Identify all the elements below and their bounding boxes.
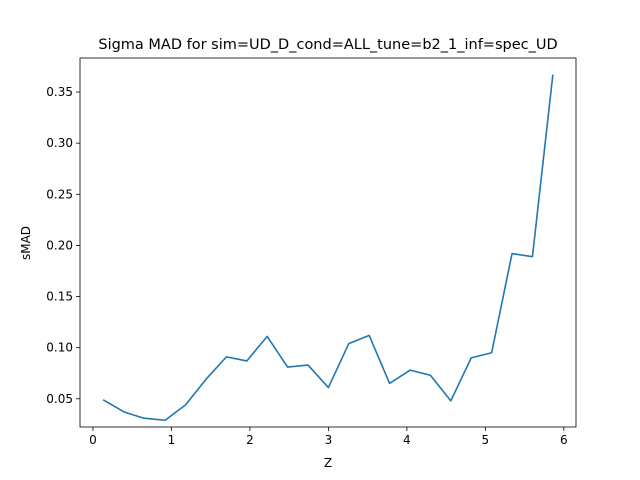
y-tick-label: 0.35 xyxy=(46,85,73,99)
x-axis-label: Z xyxy=(324,456,332,470)
x-tick-label: 1 xyxy=(168,433,176,447)
y-tick-label: 0.20 xyxy=(46,238,73,252)
y-axis-label: sMAD xyxy=(19,226,33,260)
y-tick-label: 0.15 xyxy=(46,290,73,304)
series-line-0 xyxy=(102,74,554,422)
x-tick-label: 5 xyxy=(482,433,490,447)
x-tick-label: 0 xyxy=(89,433,97,447)
chart-title: Sigma MAD for sim=UD_D_cond=ALL_tune=b2_… xyxy=(98,37,557,53)
y-axis: 0.05 0.10 0.15 0.20 0.25 0.30 0.35 xyxy=(46,85,80,406)
x-tick-label: 3 xyxy=(325,433,333,447)
x-tick-label: 6 xyxy=(560,433,568,447)
y-tick-label: 0.25 xyxy=(46,187,73,201)
x-tick-label: 2 xyxy=(246,433,254,447)
plot-area xyxy=(102,74,554,422)
x-tick-label: 4 xyxy=(403,433,411,447)
y-tick-label: 0.10 xyxy=(46,341,73,355)
plot-frame xyxy=(79,57,577,428)
y-tick-label: 0.30 xyxy=(46,136,73,150)
x-axis: 0 1 2 3 4 5 6 xyxy=(89,427,568,447)
y-tick-label: 0.05 xyxy=(46,392,73,406)
